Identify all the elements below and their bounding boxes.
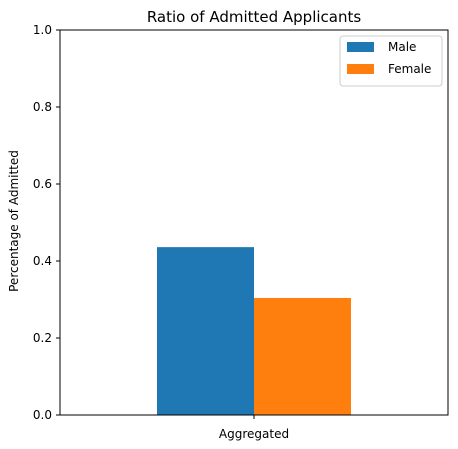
legend-label-female: Female [388,62,431,76]
legend-label-male: Male [388,40,416,54]
plot-area-frame [59,29,449,416]
y-axis-title: Percentage of Admitted [7,150,21,292]
x-tick-label: Aggregated [219,427,289,441]
legend-swatch-female [347,64,374,74]
y-axis-ticks: 0.0 0.2 0.4 0.6 0.8 1.0 [33,23,60,422]
bar-female [254,297,351,415]
y-tick-label: 0.6 [33,177,52,191]
y-tick-label: 0.2 [33,331,52,345]
legend-swatch-male [347,42,374,52]
y-tick-label: 0.8 [33,100,52,114]
chart-title: Ratio of Admitted Applicants [147,8,362,26]
y-tick-label: 0.4 [33,254,52,268]
bar-male [157,247,254,415]
bars-group [157,247,351,415]
y-tick-label: 0.0 [33,408,52,422]
y-tick-label: 1.0 [33,23,52,37]
legend: Male Female [339,35,443,87]
x-axis-ticks: Aggregated [219,415,289,441]
